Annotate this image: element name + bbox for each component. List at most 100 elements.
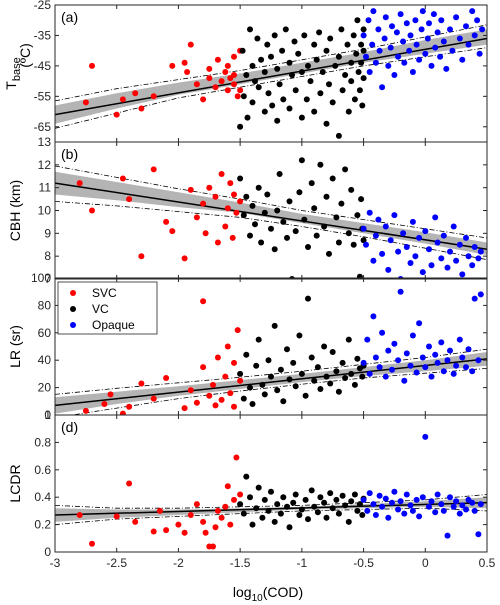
data-point-opaque: [407, 260, 414, 266]
data-point-opaque: [428, 498, 435, 505]
data-point-opaque: [389, 366, 395, 373]
y-axis-label: CBH (km): [7, 180, 23, 241]
data-point-svc: [231, 191, 237, 198]
data-point-vc: [323, 47, 330, 54]
data-point-svc: [222, 503, 229, 510]
data-point-svc: [222, 373, 229, 380]
data-point-opaque: [412, 17, 419, 24]
data-point-opaque: [447, 26, 453, 33]
data-point-opaque: [469, 499, 476, 506]
data-point-svc: [233, 454, 240, 461]
data-point-vc: [360, 26, 367, 33]
y-tick-label: -65: [34, 120, 52, 134]
data-point-opaque: [407, 502, 414, 509]
data-point-vc: [311, 377, 318, 384]
y-axis-unit: (ºC): [17, 43, 33, 68]
data-point-opaque: [370, 313, 377, 320]
data-point-opaque: [397, 498, 404, 505]
data-point-svc: [163, 218, 170, 225]
data-point-vc: [265, 90, 272, 97]
data-point-vc: [261, 391, 268, 398]
data-point-svc: [76, 512, 83, 518]
data-point-opaque: [391, 340, 398, 347]
data-point-vc: [237, 175, 244, 182]
data-point-vc: [295, 50, 302, 57]
data-point-vc: [321, 499, 328, 506]
data-point-svc: [119, 410, 126, 415]
data-point-opaque: [389, 23, 395, 30]
data-point-vc: [327, 490, 334, 497]
data-point-opaque: [412, 253, 419, 260]
prediction-bound-upper: [55, 165, 487, 239]
series-vc: [237, 157, 367, 279]
data-point-svc: [218, 171, 225, 177]
data-point-vc: [277, 510, 284, 517]
panel-label: (a): [61, 9, 78, 25]
data-point-vc: [348, 186, 355, 193]
data-point-vc: [311, 108, 318, 115]
data-point-vc: [323, 120, 330, 127]
data-point-svc: [193, 501, 200, 508]
plot-area-c: [55, 288, 487, 415]
data-point-svc: [227, 521, 234, 528]
data-point-opaque: [400, 38, 407, 45]
data-point-svc: [202, 529, 209, 536]
legend-label-svc: SVC: [92, 286, 117, 300]
data-point-vc: [290, 499, 297, 506]
data-point-svc: [181, 529, 188, 536]
data-point-opaque: [432, 44, 439, 51]
data-point-opaque: [475, 357, 482, 364]
data-point-vc: [268, 225, 274, 232]
data-point-opaque: [453, 14, 460, 21]
data-point-vc: [359, 512, 366, 518]
data-point-svc: [237, 377, 244, 384]
data-point-vc: [243, 473, 250, 480]
data-point-svc: [231, 72, 237, 78]
data-point-opaque: [409, 332, 416, 339]
data-point-opaque: [366, 69, 373, 75]
legend-marker-vc: [70, 306, 76, 312]
data-point-vc: [255, 336, 262, 343]
data-point-vc: [244, 114, 251, 121]
prediction-bound-upper: [55, 24, 487, 102]
data-point-opaque: [432, 509, 439, 516]
data-point-opaque: [369, 41, 376, 48]
data-point-vc: [286, 59, 293, 66]
data-point-vc: [329, 505, 336, 512]
data-point-vc: [321, 223, 328, 230]
data-point-opaque: [366, 209, 373, 216]
data-point-vc: [298, 157, 305, 164]
data-point-vc: [265, 507, 272, 514]
data-point-vc: [335, 132, 342, 139]
data-point-vc: [305, 295, 311, 302]
data-point-opaque: [430, 11, 437, 18]
data-point-opaque: [372, 59, 379, 66]
data-point-svc: [206, 65, 213, 72]
data-point-vc: [247, 384, 253, 391]
data-point-vc: [350, 32, 357, 39]
series-svc: [82, 298, 244, 415]
series-opaque: [360, 288, 484, 384]
data-point-vc: [348, 78, 355, 85]
data-point-svc: [126, 196, 133, 203]
data-point-opaque: [407, 362, 414, 369]
data-point-vc: [271, 322, 278, 329]
data-point-svc: [82, 407, 89, 414]
data-point-vc: [360, 75, 367, 82]
data-point-opaque: [376, 492, 383, 499]
data-point-vc: [271, 32, 278, 39]
data-point-vc: [319, 69, 326, 75]
data-point-opaque: [422, 50, 429, 57]
data-point-svc: [218, 514, 225, 521]
panel-d: -3 -2.5 -2 -1.5 -1 -0.5 0 0.5 0 0.2 0.4 0.6 0.8 1 (d) L…: [7, 408, 496, 570]
data-point-svc: [193, 81, 200, 88]
data-point-vc: [323, 514, 330, 521]
prediction-bound-upper: [55, 348, 487, 395]
data-point-vc: [286, 198, 293, 205]
data-point-opaque: [456, 35, 463, 42]
data-point-vc: [311, 41, 318, 48]
data-point-vc: [264, 191, 271, 198]
data-point-opaque: [382, 14, 389, 21]
